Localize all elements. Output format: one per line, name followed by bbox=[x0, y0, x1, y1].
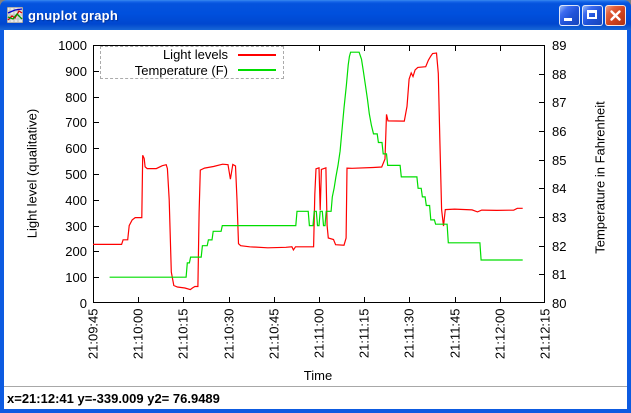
y-left-tick-label: 900 bbox=[65, 63, 87, 79]
y-left-tick-label: 300 bbox=[65, 218, 87, 234]
window-title: gnuplot graph bbox=[28, 7, 118, 23]
y-right-tick-label: 81 bbox=[552, 266, 567, 282]
x-tick-label: 21:11:15 bbox=[356, 308, 372, 359]
close-icon bbox=[610, 9, 621, 21]
y-left-tick-label: 0 bbox=[79, 295, 87, 311]
legend-label: Temperature (F) bbox=[134, 62, 228, 78]
mouse-coordinates-readout: x=21:12:41 y=-339.009 y2= 76.9489 bbox=[7, 390, 220, 406]
y-right-tick-label: 82 bbox=[552, 238, 567, 254]
plot-border bbox=[93, 45, 545, 303]
maximize-button[interactable] bbox=[582, 4, 603, 26]
y-left-tick-label: 100 bbox=[65, 269, 87, 285]
x-tick-label: 21:12:15 bbox=[537, 308, 553, 360]
y-right-tick-label: 89 bbox=[552, 37, 567, 53]
y-right-tick-label: 87 bbox=[552, 94, 567, 110]
legend-label: Light levels bbox=[162, 47, 228, 63]
minimize-icon bbox=[564, 17, 572, 21]
status-bar: x=21:12:41 y=-339.009 y2= 76.9489 bbox=[4, 386, 627, 409]
x-tick-label: 21:12:00 bbox=[492, 308, 508, 360]
close-button[interactable] bbox=[605, 4, 626, 26]
temperature-line bbox=[109, 51, 523, 278]
x-tick-label: 21:10:15 bbox=[175, 308, 191, 360]
plot-area[interactable] bbox=[93, 45, 545, 303]
x-tick-label: 21:10:45 bbox=[266, 308, 282, 360]
y-right-tick-label: 88 bbox=[552, 66, 567, 82]
x-tick-label: 21:10:00 bbox=[130, 308, 146, 360]
y-left-tick-label: 200 bbox=[65, 243, 87, 259]
gnuplot-window-icon bbox=[6, 6, 24, 24]
y-left-tick-label: 800 bbox=[65, 89, 87, 105]
x-axis-title: Time bbox=[303, 368, 333, 383]
y-right-tick-label: 83 bbox=[552, 209, 567, 225]
y-right-tick-label: 86 bbox=[552, 123, 567, 139]
x-tick-label: 21:11:30 bbox=[401, 308, 417, 359]
y-right-tick-label: 85 bbox=[552, 152, 567, 168]
y-left-tick-label: 1000 bbox=[58, 37, 87, 53]
title-bar[interactable]: gnuplot graph bbox=[0, 0, 631, 30]
maximize-icon bbox=[587, 9, 597, 19]
legend-line-sample-red bbox=[238, 53, 276, 56]
y-left-tick-label: 700 bbox=[65, 114, 87, 130]
light-levels-line bbox=[93, 52, 523, 291]
minimize-button[interactable] bbox=[559, 4, 580, 26]
y-left-tick-label: 400 bbox=[65, 192, 87, 208]
x-tick-label: 21:11:45 bbox=[447, 308, 463, 359]
x-tick-label: 21:10:30 bbox=[221, 308, 237, 360]
graph-canvas[interactable]: 0 100 200 300 400 500 600 700 800 900 1000 80 81 82 8… bbox=[4, 30, 627, 409]
legend-line-sample-green bbox=[238, 69, 276, 72]
y-right-tick-label: 80 bbox=[552, 295, 567, 311]
y-axis-left-title: Light level (qualitative) bbox=[24, 108, 40, 239]
x-tick-label: 21:11:00 bbox=[311, 308, 327, 359]
y-left-tick-label: 500 bbox=[65, 166, 87, 182]
y-axis-right-title: Temperature in Fahrenheit bbox=[592, 101, 608, 254]
y-left-tick-label: 600 bbox=[65, 140, 87, 156]
x-tick-label: 21:09:45 bbox=[85, 308, 101, 360]
legend: Light levels Temperature (F) bbox=[100, 46, 284, 79]
legend-item-temperature: Temperature (F) bbox=[101, 63, 283, 79]
legend-item-light-levels: Light levels bbox=[101, 47, 283, 63]
y-right-tick-label: 84 bbox=[552, 180, 567, 196]
